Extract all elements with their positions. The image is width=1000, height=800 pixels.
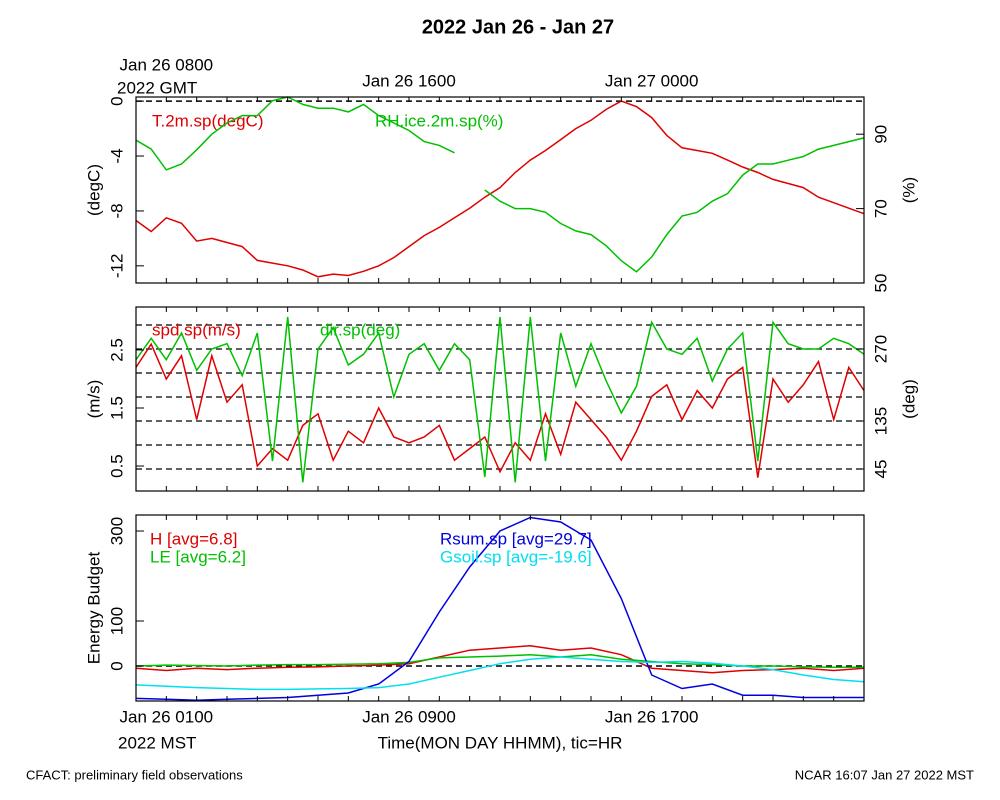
series-line [135, 644, 865, 674]
chart-title: 2022 Jan 26 - Jan 27 [422, 16, 614, 38]
x2-tick-label: Jan 26 1600 [362, 71, 456, 90]
y2-tick-label: 90 [871, 125, 890, 144]
x2-tick-label: Jan 26 0800 [120, 55, 214, 74]
footer-left: CFACT: preliminary field observations [26, 767, 243, 782]
y-tick-label: 2.5 [107, 338, 126, 362]
y-tick-label: -12 [107, 254, 126, 279]
legend-label: spd.sp(m/s) [152, 320, 241, 339]
y2-tick-label: 270 [871, 335, 890, 363]
x-tick-label: Jan 26 0100 [120, 707, 214, 726]
y-tick-label: 100 [107, 607, 126, 635]
y-tick-label: 0.5 [107, 454, 126, 478]
y2-tick-label: 135 [871, 407, 890, 435]
y-tick-label: 0 [107, 661, 126, 670]
y2-axis-label: (deg) [899, 379, 918, 419]
y2-tick-label: 70 [871, 199, 890, 218]
y-axis-label: (degC) [84, 164, 103, 216]
footer-right: NCAR 16:07 Jan 27 2022 MST [795, 767, 974, 782]
y2-tick-label: 45 [871, 460, 890, 479]
legend-label: H [avg=6.8] [150, 529, 237, 548]
series-line [135, 100, 865, 278]
y-axis-label: (m/s) [84, 380, 103, 419]
x2-zone-label: 2022 GMT [117, 78, 197, 97]
y-tick-label: -4 [107, 148, 126, 163]
y-axis-label: Energy Budget [84, 551, 103, 664]
legend-label: Gsoil.sp [avg=-19.6] [440, 547, 592, 566]
series-line [135, 316, 865, 483]
y-tick-label: 0 [107, 96, 126, 105]
legend-label: LE [avg=6.2] [150, 547, 246, 566]
x-tick-label: Jan 26 0900 [362, 707, 456, 726]
x-tick-label: Jan 26 1700 [605, 707, 699, 726]
x2-tick-label: Jan 27 0000 [605, 71, 699, 90]
x-zone-label: 2022 MST [118, 733, 196, 752]
y2-tick-label: 50 [871, 274, 890, 293]
y-tick-label: -8 [107, 203, 126, 218]
legend-label: RH.ice.2m.sp(%) [375, 111, 503, 130]
y-tick-label: 1.5 [107, 396, 126, 420]
series-line [135, 96, 865, 273]
y2-axis-label: (%) [899, 177, 918, 203]
legend-label: dir.sp(deg) [320, 320, 400, 339]
legend-label: Rsum.sp [avg=29.7] [440, 529, 592, 548]
series-line [135, 656, 865, 691]
y-tick-label: 300 [107, 517, 126, 545]
x-axis-label: Time(MON DAY HHMM), tic=HR [378, 733, 623, 752]
legend-label: T.2m.sp(degC) [152, 111, 263, 130]
series-line [135, 342, 865, 478]
